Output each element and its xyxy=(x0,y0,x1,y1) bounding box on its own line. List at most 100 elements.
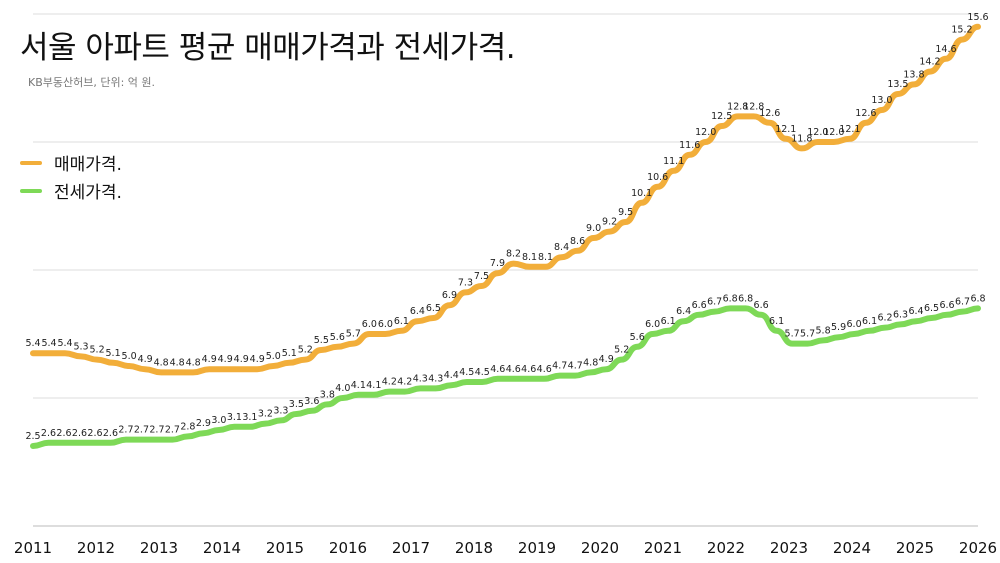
x-tick-label: 2015 xyxy=(266,539,304,557)
data-label: 7.3 xyxy=(458,277,473,288)
data-label: 12.8 xyxy=(743,101,764,112)
data-label: 6.5 xyxy=(924,303,939,314)
data-label: 8.2 xyxy=(506,249,521,260)
data-label: 2.6 xyxy=(72,428,87,439)
data-label: 2.7 xyxy=(165,425,180,436)
data-label: 11.1 xyxy=(663,156,684,167)
data-label: 3.1 xyxy=(227,412,242,423)
legend-swatch-sale xyxy=(20,160,42,165)
data-label: 2.7 xyxy=(134,425,149,436)
data-label: 2.7 xyxy=(149,425,164,436)
data-label: 6.1 xyxy=(661,316,676,327)
data-label: 2.8 xyxy=(180,421,195,432)
data-label: 6.1 xyxy=(394,316,409,327)
data-label: 4.9 xyxy=(218,354,233,365)
data-label: 7.9 xyxy=(490,258,505,269)
data-label: 6.4 xyxy=(908,306,923,317)
data-label: 5.6 xyxy=(330,332,345,343)
data-label: 3.0 xyxy=(211,415,226,426)
series-line-jeonse xyxy=(30,305,981,449)
data-label: 6.6 xyxy=(939,300,954,311)
data-label: 6.4 xyxy=(676,306,691,317)
data-label: 4.5 xyxy=(459,367,474,378)
data-label: 4.6 xyxy=(490,364,505,375)
data-label: 5.5 xyxy=(314,335,329,346)
data-label: 6.0 xyxy=(378,319,393,330)
data-label: 6.8 xyxy=(970,293,985,304)
x-tick-label: 2013 xyxy=(140,539,178,557)
data-label: 4.8 xyxy=(583,357,598,368)
data-label: 6.6 xyxy=(754,300,769,311)
data-label: 9.5 xyxy=(618,207,633,218)
x-tick-label: 2012 xyxy=(77,539,115,557)
data-label: 12.0 xyxy=(807,127,828,138)
data-label: 2.6 xyxy=(87,428,102,439)
x-tick-label: 2014 xyxy=(203,539,241,557)
data-label: 4.8 xyxy=(170,357,185,368)
data-label: 5.1 xyxy=(106,348,121,359)
data-label: 4.9 xyxy=(250,354,265,365)
data-label: 6.5 xyxy=(426,303,441,314)
data-label: 4.9 xyxy=(202,354,217,365)
data-label: 4.2 xyxy=(382,377,397,388)
data-label: 13.0 xyxy=(871,95,892,106)
data-label: 4.9 xyxy=(138,354,153,365)
data-label: 6.0 xyxy=(847,319,862,330)
data-label: 3.8 xyxy=(320,389,335,400)
data-label: 3.2 xyxy=(258,409,273,420)
data-label: 8.1 xyxy=(538,252,553,263)
x-tick-label: 2019 xyxy=(518,539,556,557)
data-label: 9.0 xyxy=(586,223,601,234)
data-label: 8.4 xyxy=(554,242,569,253)
x-tick-label: 2017 xyxy=(392,539,430,557)
data-label: 6.0 xyxy=(645,319,660,330)
data-label: 13.5 xyxy=(887,79,908,90)
legend-label-jeonse: 전세가격. xyxy=(54,183,122,203)
data-label: 6.9 xyxy=(442,290,457,301)
data-label: 4.5 xyxy=(475,367,490,378)
data-label: 4.9 xyxy=(599,354,614,365)
data-label: 12.1 xyxy=(839,124,860,135)
data-label: 6.7 xyxy=(955,297,970,308)
legend-item-jeonse: 전세가격. xyxy=(20,178,122,203)
data-label: 4.6 xyxy=(506,364,521,375)
x-tick-label: 2011 xyxy=(14,539,52,557)
legend-swatch-jeonse xyxy=(20,188,42,193)
data-label: 13.8 xyxy=(903,69,924,80)
data-label: 5.8 xyxy=(816,325,831,336)
data-label: 3.3 xyxy=(273,405,288,416)
data-label: 11.6 xyxy=(679,140,700,151)
data-label: 15.6 xyxy=(967,12,988,23)
data-label: 5.4 xyxy=(41,338,56,349)
x-tick-label: 2026 xyxy=(959,539,997,557)
legend-label-sale: 매매가격. xyxy=(54,155,122,175)
data-label: 12.6 xyxy=(855,108,876,119)
data-label: 4.3 xyxy=(428,373,443,384)
chart-title: 서울 아파트 평균 매매가격과 전세가격. xyxy=(20,30,516,66)
data-label: 6.1 xyxy=(769,316,784,327)
data-label: 5.4 xyxy=(57,338,72,349)
data-label: 12.0 xyxy=(823,127,844,138)
data-label: 14.6 xyxy=(935,44,956,55)
data-label: 4.0 xyxy=(335,383,350,394)
data-label: 5.7 xyxy=(346,329,361,340)
x-tick-label: 2016 xyxy=(329,539,367,557)
data-label: 5.1 xyxy=(282,348,297,359)
x-tick-label: 2020 xyxy=(581,539,619,557)
data-label: 5.3 xyxy=(73,341,88,352)
data-label: 4.3 xyxy=(413,373,428,384)
data-label: 4.8 xyxy=(154,357,169,368)
data-label: 4.7 xyxy=(552,361,567,372)
series-line-sale xyxy=(30,23,981,376)
data-label: 12.5 xyxy=(711,111,732,122)
data-label: 4.1 xyxy=(366,380,381,391)
data-label: 4.7 xyxy=(568,361,583,372)
data-label: 3.6 xyxy=(304,396,319,407)
data-label: 2.7 xyxy=(118,425,133,436)
data-label: 5.0 xyxy=(266,351,281,362)
data-label: 2.6 xyxy=(103,428,118,439)
data-label: 4.4 xyxy=(444,370,459,381)
data-label: 6.0 xyxy=(362,319,377,330)
data-label: 5.2 xyxy=(614,345,629,356)
